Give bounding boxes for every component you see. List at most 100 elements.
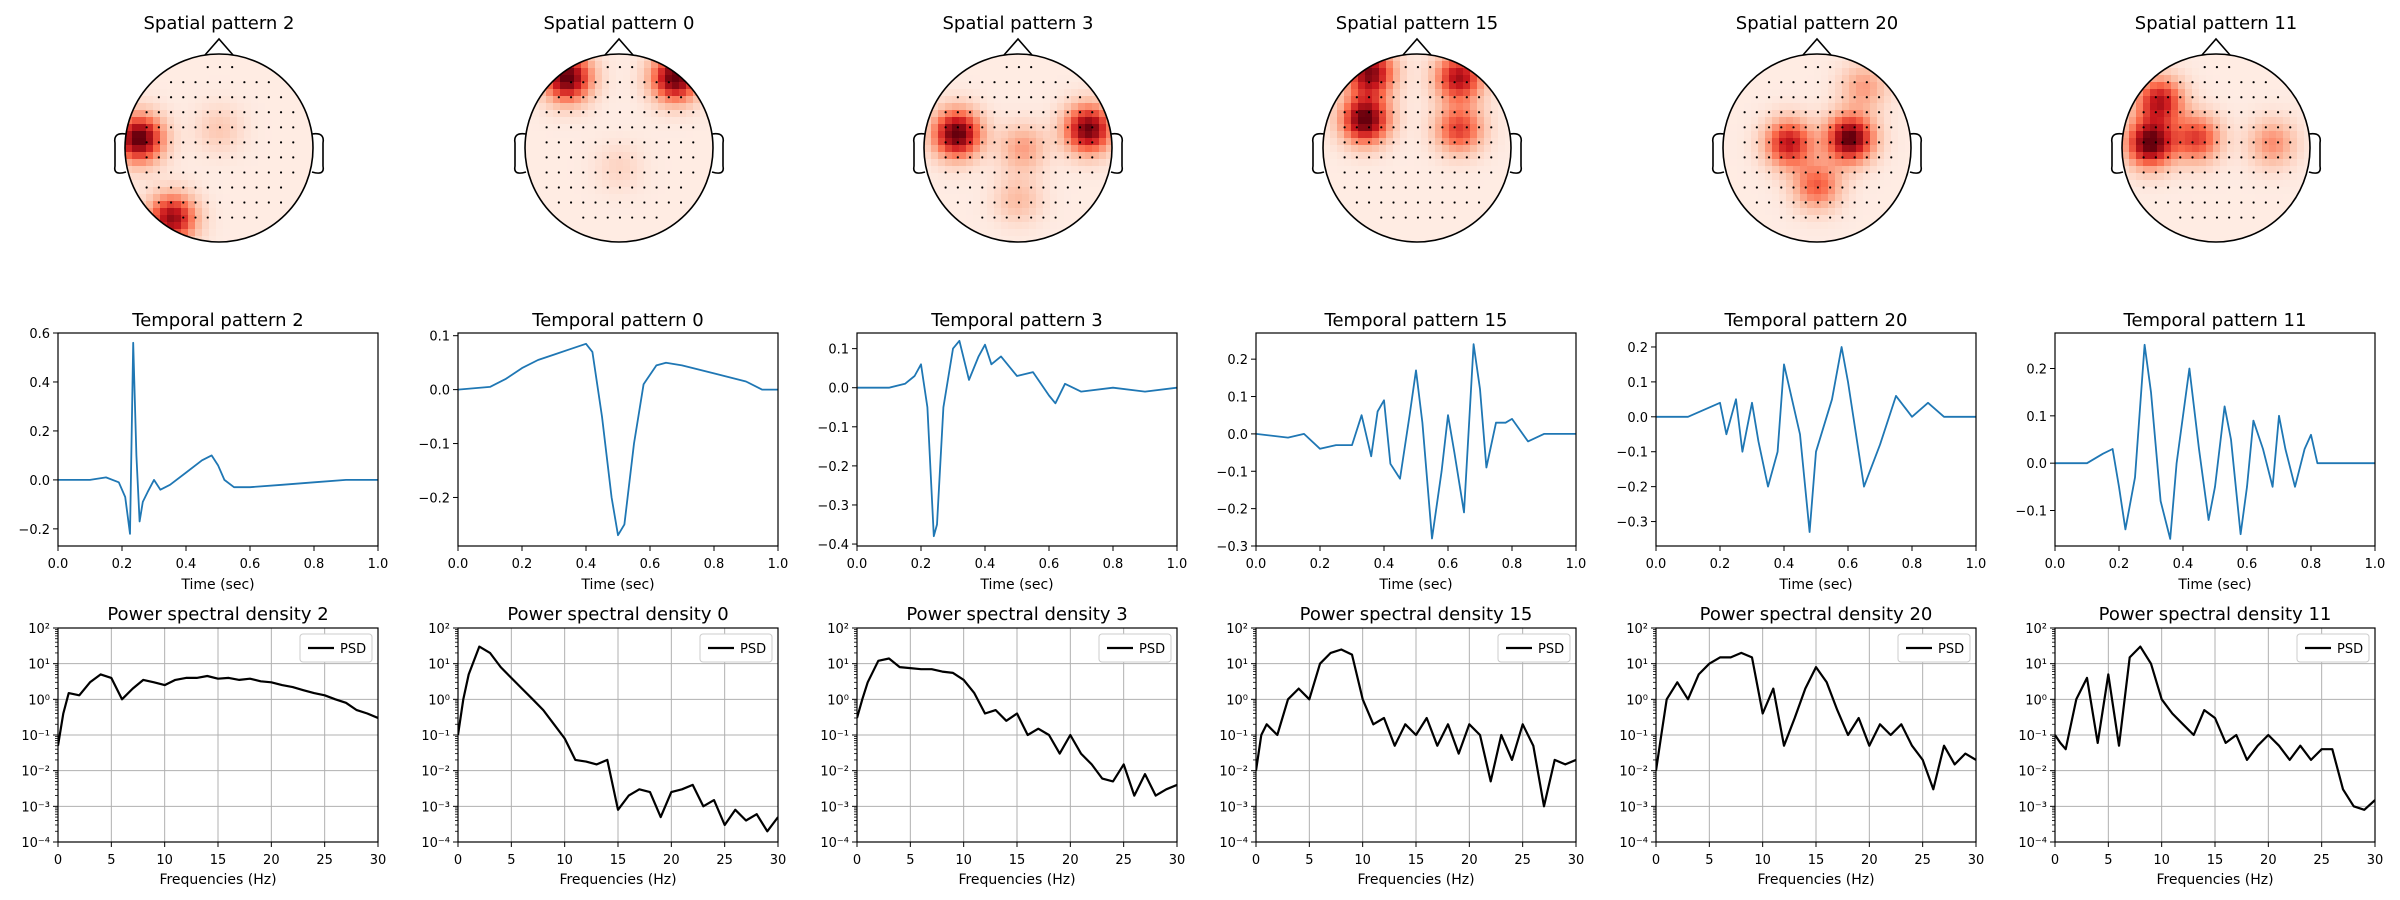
topomap-cell xyxy=(237,145,245,153)
topomap-cell xyxy=(595,110,603,118)
topomap-cell xyxy=(1421,194,1429,202)
topomap-cell xyxy=(1001,110,1009,118)
sensor-dot xyxy=(618,171,622,174)
topomap-cell xyxy=(1842,208,1850,216)
topomap-cell xyxy=(1001,145,1009,153)
topomap-cell xyxy=(1842,173,1850,181)
topomap-cell xyxy=(574,166,582,174)
topomap-cell xyxy=(966,152,974,160)
topomap-cell xyxy=(1800,82,1808,90)
topomap-cell xyxy=(1491,110,1499,118)
topomap-cell xyxy=(672,152,680,160)
topomap-cell xyxy=(153,180,161,188)
topomap-cell xyxy=(1898,117,1906,125)
sensor-dot xyxy=(1890,171,1893,174)
topomap-cell xyxy=(665,201,673,209)
topomap-cell xyxy=(1758,117,1766,125)
topomap-cell xyxy=(286,173,294,181)
topomap-cell xyxy=(2157,110,2165,118)
topomap-cell xyxy=(251,159,259,167)
sensor-dot xyxy=(1005,111,1008,114)
topomap-cell xyxy=(1884,145,1892,153)
topomap-cell xyxy=(686,166,694,174)
topomap-cell xyxy=(1730,166,1738,174)
topomap-cell xyxy=(1821,124,1829,132)
topomap-cell xyxy=(2143,117,2151,125)
topomap-cell xyxy=(2248,194,2256,202)
topomap-cell xyxy=(167,89,175,97)
topomap-cell xyxy=(1036,208,1044,216)
topomap-cell xyxy=(1821,138,1829,146)
topomap-cell xyxy=(938,194,946,202)
sensor-dot xyxy=(2276,156,2280,159)
sensor-dot xyxy=(1429,156,1432,159)
topomap-cell xyxy=(665,208,673,216)
topomap-cell xyxy=(1428,54,1436,62)
topomap-cell xyxy=(1807,180,1815,188)
sensor-dot xyxy=(655,171,658,174)
sensor-dot xyxy=(1877,186,1881,189)
topomap-cell xyxy=(693,180,701,188)
topomap-cell xyxy=(1723,124,1731,132)
topomap-cell xyxy=(609,124,617,132)
topomap-cell xyxy=(1449,89,1457,97)
topomap-cell xyxy=(1498,166,1506,174)
topomap-cell xyxy=(2199,173,2207,181)
sensor-dot xyxy=(2289,141,2292,144)
topomap-cell xyxy=(1842,152,1850,160)
topomap-cell xyxy=(658,201,666,209)
topomap-cell xyxy=(153,159,161,167)
topomap-cell xyxy=(2150,96,2158,104)
topomap-cell xyxy=(1744,138,1752,146)
sensor-dot xyxy=(1042,96,1045,99)
topomap-cell xyxy=(588,138,596,146)
sensor-dot xyxy=(956,156,959,159)
topomap-cell xyxy=(2150,117,2158,125)
topomap-cell xyxy=(1758,215,1766,223)
sensor-dot xyxy=(1829,126,1832,129)
topomap-cell xyxy=(1863,152,1871,160)
sensor-dot xyxy=(631,81,634,84)
sensor-dot xyxy=(2228,66,2231,69)
topomap-cell xyxy=(1421,131,1429,139)
topomap-cell xyxy=(1071,187,1079,195)
topomap-cell xyxy=(1064,152,1072,160)
topomap-cell xyxy=(1428,180,1436,188)
topomap-cell xyxy=(546,187,554,195)
topomap-cell xyxy=(945,152,953,160)
topomap-cell xyxy=(1428,131,1436,139)
topomap-cell xyxy=(2206,68,2214,76)
topomap-cell xyxy=(1029,145,1037,153)
topomap-cell xyxy=(595,68,603,76)
topomap-cell xyxy=(1428,152,1436,160)
topomap-cell xyxy=(1099,138,1107,146)
topomap-cell xyxy=(230,194,238,202)
topomap-cell xyxy=(2220,75,2228,83)
sensor-dot xyxy=(1441,186,1444,189)
topomap-cell xyxy=(1393,75,1401,83)
topomap-cell xyxy=(1351,166,1359,174)
topomap-cell xyxy=(609,96,617,104)
sensor-dot xyxy=(968,81,972,84)
topomap-cell xyxy=(553,124,561,132)
topomap-cell xyxy=(1414,103,1422,111)
topomap-cell xyxy=(307,138,313,146)
topomap-cell xyxy=(602,61,610,69)
topomap-cell xyxy=(2283,194,2291,202)
sensor-dot xyxy=(1416,126,1420,129)
topomap-cell xyxy=(1491,152,1499,160)
topomap-cell xyxy=(1751,194,1759,202)
topomap-cell xyxy=(1351,208,1359,216)
topomap-cell xyxy=(202,124,210,132)
topomap-cell xyxy=(251,236,259,242)
topomap-cell xyxy=(1071,124,1079,132)
topomap-cell xyxy=(931,103,939,111)
topomap-cell xyxy=(1800,110,1808,118)
topomap-cell xyxy=(609,138,617,146)
sensor-dot xyxy=(2240,81,2243,84)
topomap-cell xyxy=(125,124,133,132)
topomap-cell xyxy=(2227,103,2235,111)
topomap-cell xyxy=(2290,96,2298,104)
topomap-cell xyxy=(1043,75,1051,83)
topomap-cell xyxy=(994,138,1002,146)
